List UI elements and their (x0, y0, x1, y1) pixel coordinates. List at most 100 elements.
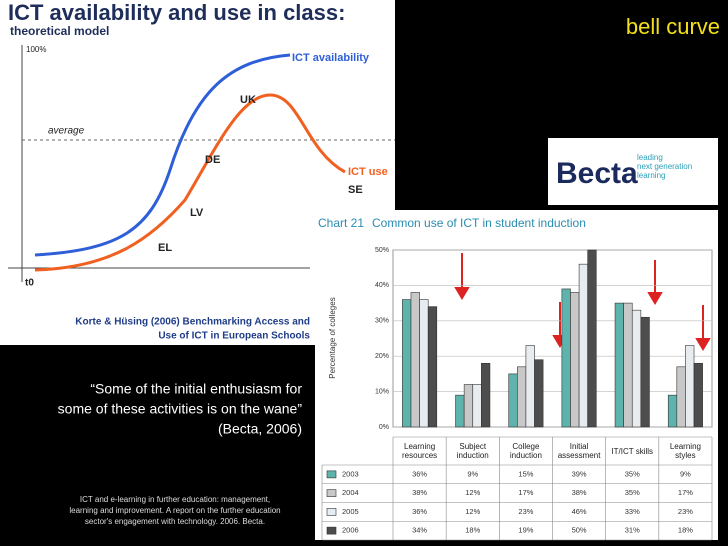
becta-logo (548, 138, 718, 205)
value-label: 12% (465, 488, 480, 497)
bar (402, 299, 412, 428)
value-label: 17% (678, 488, 693, 497)
diagram-label: ICT use (348, 166, 388, 178)
bar (693, 362, 703, 428)
value-label: 19% (518, 526, 533, 535)
value-label: 23% (678, 507, 693, 516)
quote: some of these activities is on the wane” (58, 401, 303, 417)
bar (578, 263, 588, 428)
bar (534, 359, 544, 428)
footnote: sector's engagement with technology. 200… (85, 517, 265, 526)
value-label: 17% (518, 488, 533, 497)
y-axis-label: Percentage of colleges (328, 297, 337, 378)
bar (623, 302, 633, 428)
country-label: LV (190, 207, 204, 219)
left-panel (0, 0, 395, 210)
bar (419, 299, 429, 428)
chart-label: Chart 21 (318, 216, 364, 230)
x-tick-label: IT/ICT skills (611, 446, 654, 456)
legend-swatch (326, 489, 337, 497)
legend-label: 2003 (342, 469, 359, 478)
bar (455, 394, 465, 428)
value-label: 9% (680, 469, 691, 478)
becta-name: Becta (556, 157, 638, 190)
bar (410, 292, 420, 428)
value-label: 31% (625, 526, 640, 535)
diagram-label: 100% (26, 45, 46, 54)
slide-subtitle: theoretical model (10, 24, 109, 38)
value-label: 46% (572, 507, 587, 516)
bar (525, 345, 535, 428)
arrow-head (647, 292, 663, 305)
footnote: learning and improvement. A report on th… (69, 506, 280, 515)
bar (427, 306, 438, 428)
value-label: 36% (412, 507, 427, 516)
country-label: UK (240, 94, 256, 106)
legend-label: 2005 (342, 507, 359, 516)
arrow-head (454, 287, 470, 300)
y-tick-label: 0% (379, 424, 389, 431)
use-curve (34, 93, 346, 272)
slide-title: ICT availability and use in class: (8, 0, 345, 25)
bar (685, 345, 695, 428)
bar (614, 302, 624, 428)
x-tick-label: Learning styles (669, 442, 701, 460)
y-tick-label: 40% (375, 282, 389, 289)
legend-label: 2004 (342, 488, 359, 497)
bar (508, 373, 518, 428)
bar (676, 366, 686, 428)
diagram-label: t0 (25, 278, 34, 289)
country-label: EL (158, 242, 172, 254)
value-label: 18% (465, 526, 480, 535)
value-label: 35% (625, 469, 640, 478)
value-label: 36% (412, 469, 427, 478)
value-label: 33% (625, 507, 640, 516)
arrow-head (695, 338, 711, 351)
y-tick-label: 30% (375, 318, 389, 325)
y-tick-label: 10% (375, 388, 389, 395)
y-tick-label: 50% (375, 247, 389, 254)
citation: Korte & Hüsing (2006) Benchmarking Acces… (75, 317, 310, 328)
chart-title: Common use of ICT in student induction (372, 216, 586, 230)
value-label: 38% (412, 488, 427, 497)
bar (517, 366, 527, 428)
bar (570, 292, 580, 428)
becta-tagline: leading (637, 153, 663, 162)
value-label: 50% (572, 526, 587, 535)
country-label: DE (205, 154, 220, 166)
legend-swatch (326, 470, 337, 479)
x-tick-label: Subject induction (456, 442, 489, 460)
availability-curve (34, 53, 291, 257)
corner-label: bell curve (626, 14, 720, 39)
becta-tagline: next generation (637, 162, 692, 171)
citation: Use of ICT in European Schools (158, 331, 310, 342)
footnote: ICT and e-learning in further education:… (80, 495, 270, 504)
value-label: 12% (465, 507, 480, 516)
bar (587, 249, 597, 428)
value-label: 38% (572, 488, 587, 497)
value-label: 34% (412, 526, 427, 535)
left-panel (0, 210, 315, 345)
legend-swatch (326, 508, 337, 516)
value-label: 15% (518, 469, 533, 478)
quote: (Becta, 2006) (218, 421, 302, 437)
x-tick-label: College induction (509, 442, 542, 460)
value-label: 9% (467, 469, 478, 478)
legend-swatch (326, 526, 337, 535)
value-label: 35% (625, 488, 640, 497)
value-label: 23% (518, 507, 533, 516)
bar (667, 394, 678, 428)
bar (481, 362, 491, 428)
diagram-label: average (48, 126, 85, 137)
bar (631, 309, 642, 428)
bar (463, 384, 474, 428)
bar (472, 384, 482, 428)
bar (561, 288, 571, 428)
bar (640, 316, 650, 428)
x-tick-label: Initial assessment (557, 442, 601, 460)
x-tick-label: Learning resources (402, 442, 438, 460)
quote: “Some of the initial enthusiasm for (90, 381, 302, 397)
value-label: 18% (678, 526, 693, 535)
